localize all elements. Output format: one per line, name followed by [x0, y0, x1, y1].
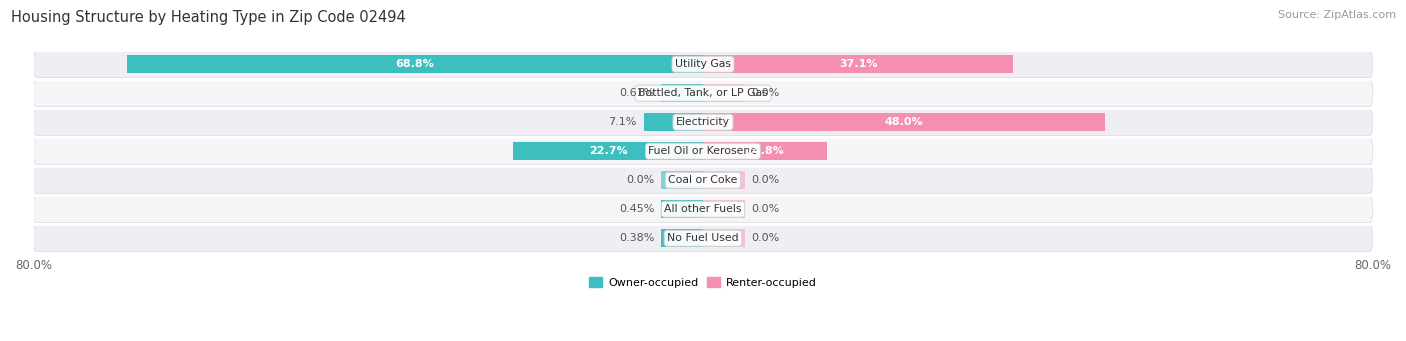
- Text: 0.38%: 0.38%: [619, 233, 654, 243]
- Bar: [703, 113, 1105, 131]
- Text: 7.1%: 7.1%: [609, 117, 637, 127]
- Bar: [703, 142, 827, 160]
- Text: 0.0%: 0.0%: [752, 204, 780, 214]
- Bar: [661, 200, 703, 218]
- Text: 0.0%: 0.0%: [752, 175, 780, 185]
- Text: 0.0%: 0.0%: [752, 88, 780, 98]
- Text: All other Fuels: All other Fuels: [664, 204, 742, 214]
- FancyBboxPatch shape: [34, 196, 1372, 223]
- Text: No Fuel Used: No Fuel Used: [668, 233, 738, 243]
- Text: 22.7%: 22.7%: [589, 146, 627, 156]
- Bar: [661, 229, 703, 247]
- FancyBboxPatch shape: [34, 109, 1372, 136]
- Bar: [703, 229, 745, 247]
- Text: 14.8%: 14.8%: [745, 146, 785, 156]
- Text: 68.8%: 68.8%: [395, 59, 434, 69]
- Bar: [127, 55, 703, 73]
- FancyBboxPatch shape: [34, 225, 1372, 252]
- Text: Coal or Coke: Coal or Coke: [668, 175, 738, 185]
- Text: Utility Gas: Utility Gas: [675, 59, 731, 69]
- Bar: [703, 55, 1014, 73]
- FancyBboxPatch shape: [34, 138, 1372, 165]
- Text: 0.0%: 0.0%: [752, 233, 780, 243]
- Bar: [703, 84, 745, 102]
- Bar: [513, 142, 703, 160]
- FancyBboxPatch shape: [34, 167, 1372, 194]
- Text: Housing Structure by Heating Type in Zip Code 02494: Housing Structure by Heating Type in Zip…: [11, 10, 406, 25]
- Text: 0.0%: 0.0%: [626, 175, 654, 185]
- Bar: [661, 171, 703, 189]
- FancyBboxPatch shape: [34, 51, 1372, 77]
- Legend: Owner-occupied, Renter-occupied: Owner-occupied, Renter-occupied: [585, 273, 821, 293]
- Text: Electricity: Electricity: [676, 117, 730, 127]
- FancyBboxPatch shape: [34, 80, 1372, 106]
- Text: 0.61%: 0.61%: [619, 88, 654, 98]
- Text: Bottled, Tank, or LP Gas: Bottled, Tank, or LP Gas: [638, 88, 768, 98]
- Text: 48.0%: 48.0%: [884, 117, 924, 127]
- Text: 0.45%: 0.45%: [619, 204, 654, 214]
- Bar: [703, 200, 745, 218]
- Bar: [703, 171, 745, 189]
- Bar: [644, 113, 703, 131]
- Bar: [661, 84, 703, 102]
- Text: Source: ZipAtlas.com: Source: ZipAtlas.com: [1278, 10, 1396, 20]
- Text: Fuel Oil or Kerosene: Fuel Oil or Kerosene: [648, 146, 758, 156]
- Text: 37.1%: 37.1%: [839, 59, 877, 69]
